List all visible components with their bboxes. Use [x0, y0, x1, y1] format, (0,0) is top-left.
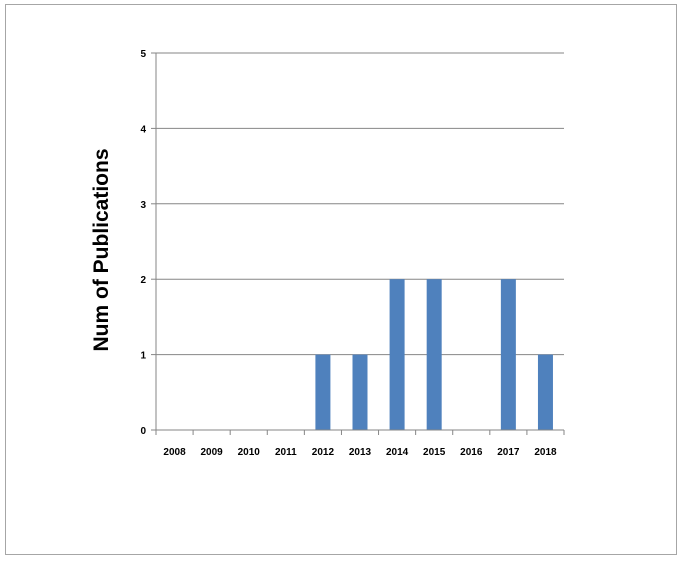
- bar-2015: [426, 279, 442, 430]
- x-tick-label: 2016: [460, 447, 483, 458]
- bars: [315, 279, 553, 430]
- x-tick-label: 2008: [163, 447, 186, 458]
- y-tick-label: 0: [140, 426, 146, 437]
- x-tick-label: 2014: [386, 447, 409, 458]
- bar-2012: [315, 354, 331, 430]
- bar-2018: [537, 354, 553, 430]
- y-axis-title: Num of Publications: [90, 148, 113, 351]
- y-tick-label: 2: [140, 275, 146, 286]
- bar-2014: [389, 279, 405, 430]
- bar-2017: [500, 279, 516, 430]
- x-tick-label: 2009: [201, 447, 224, 458]
- bar-2013: [352, 354, 368, 430]
- x-tick-labels: 2008 2009 2010 2011 2012 2013 2014 2015 2016 2017…: [163, 447, 557, 458]
- gridlines: [156, 52, 564, 356]
- x-tick-label: 2012: [312, 447, 335, 458]
- x-tick-label: 2010: [238, 447, 261, 458]
- x-tick-label: 2013: [349, 447, 372, 458]
- y-tick-label: 3: [140, 200, 146, 211]
- x-tick-label: 2011: [275, 447, 297, 458]
- y-tick-label: 4: [140, 124, 146, 135]
- x-tick-label: 2017: [497, 447, 520, 458]
- y-tick-label: 5: [140, 49, 146, 60]
- x-tick-label: 2018: [534, 447, 557, 458]
- axes: [151, 52, 565, 435]
- y-tick-labels: 0 1 2 3 4 5: [140, 49, 146, 437]
- x-tick-label: 2015: [423, 447, 446, 458]
- y-tick-label: 1: [140, 351, 146, 362]
